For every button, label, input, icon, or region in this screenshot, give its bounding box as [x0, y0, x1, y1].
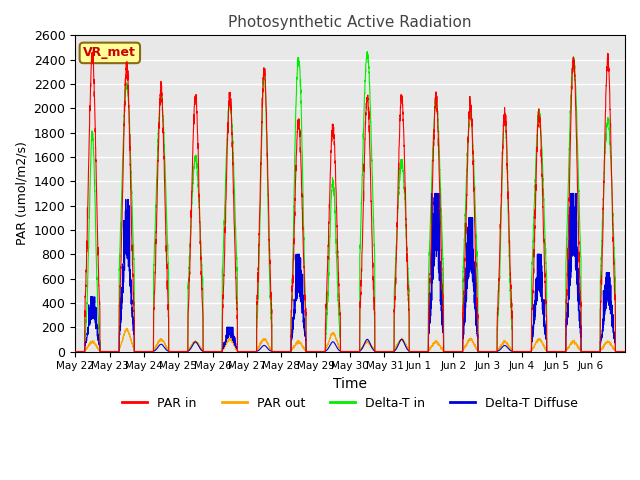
Title: Photosynthetic Active Radiation: Photosynthetic Active Radiation	[228, 15, 472, 30]
X-axis label: Time: Time	[333, 377, 367, 391]
Y-axis label: PAR (umol/m2/s): PAR (umol/m2/s)	[15, 142, 28, 245]
Legend: PAR in, PAR out, Delta-T in, Delta-T Diffuse: PAR in, PAR out, Delta-T in, Delta-T Dif…	[117, 392, 583, 415]
Text: VR_met: VR_met	[83, 47, 136, 60]
